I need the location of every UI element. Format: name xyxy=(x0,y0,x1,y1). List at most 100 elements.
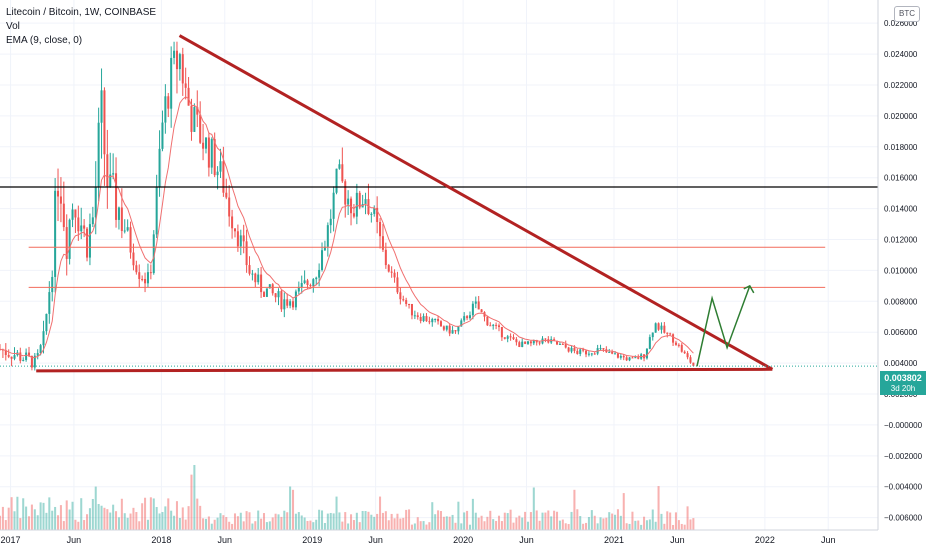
candle-body xyxy=(152,234,155,274)
volume-bar xyxy=(663,523,666,530)
candle-body xyxy=(616,353,619,358)
candle-body xyxy=(387,265,390,272)
last-price-value: 0.003802 xyxy=(884,373,922,383)
candle-body xyxy=(48,292,51,314)
volume-bar xyxy=(36,515,39,530)
volume-bar xyxy=(155,507,158,530)
candle-body xyxy=(437,318,440,322)
volume-bar xyxy=(381,512,384,530)
candle-body xyxy=(355,192,358,217)
legend-vol[interactable]: Vol xyxy=(6,21,20,32)
time-axis[interactable]: 2017 Jun 2018 Jun 2019 Jun 2020 Jun 2021 Jun 2022 J… xyxy=(0,529,878,545)
candle-body xyxy=(526,341,530,344)
volume-bar xyxy=(19,518,22,530)
drawings[interactable] xyxy=(0,34,878,373)
volume-bar xyxy=(657,486,660,530)
volume-bar xyxy=(68,509,71,530)
volume-bar xyxy=(77,521,80,530)
volume-bar xyxy=(651,509,654,530)
candle-body xyxy=(651,332,654,338)
volume-bar xyxy=(71,501,74,530)
volume-bar xyxy=(666,511,669,530)
volume-bar xyxy=(425,524,428,530)
volume-bar xyxy=(347,523,350,530)
candle-body xyxy=(518,342,521,348)
candle-body xyxy=(190,105,193,132)
candle-body xyxy=(425,316,428,322)
candle-body xyxy=(350,198,353,214)
candle-body xyxy=(428,321,431,323)
volume-bar xyxy=(497,515,501,530)
volume-bar xyxy=(318,509,321,530)
volume-bar xyxy=(103,507,106,530)
volume-bar xyxy=(648,519,651,530)
candle-body xyxy=(457,326,460,332)
candle-body xyxy=(442,326,445,330)
volume-bar xyxy=(27,516,31,530)
candle-body xyxy=(445,325,448,330)
candle-body xyxy=(245,241,248,266)
candle-body xyxy=(123,230,126,232)
volume-bar xyxy=(86,514,89,530)
volume-bar xyxy=(352,520,355,530)
candle-body xyxy=(480,309,483,313)
candle-body xyxy=(25,352,28,360)
volume-bar xyxy=(286,512,289,530)
volume-bar xyxy=(57,515,60,530)
volume-bar xyxy=(210,523,213,530)
volume-bar xyxy=(457,501,460,530)
volume-bar xyxy=(422,521,425,530)
candle-body xyxy=(54,190,57,277)
volume-bar xyxy=(158,513,161,530)
candle-body xyxy=(33,355,36,368)
volume-bar xyxy=(309,520,312,530)
candle-body xyxy=(257,274,260,283)
volume-bar xyxy=(367,511,370,530)
volume-bar xyxy=(51,510,54,530)
volume-bar xyxy=(25,506,28,530)
last-price-badge: 0.003802 3d 20h xyxy=(880,371,926,395)
candle-body xyxy=(376,207,379,223)
volume-bar xyxy=(207,516,210,530)
volume-bar xyxy=(567,524,570,530)
volume-bar xyxy=(219,513,222,530)
ema-path xyxy=(0,96,694,359)
volume-bar xyxy=(495,520,498,530)
volume-bar xyxy=(553,510,556,530)
volume-bars xyxy=(0,465,695,530)
candle-body xyxy=(228,197,231,217)
candle-body xyxy=(448,325,451,334)
volume-bar xyxy=(213,519,216,530)
volume-bar xyxy=(332,513,335,530)
volume-bar xyxy=(97,504,100,530)
candle-body xyxy=(277,291,280,298)
candle-body xyxy=(68,219,71,259)
volume-bar xyxy=(94,486,97,530)
volume-bar xyxy=(216,517,219,530)
volume-bar xyxy=(245,511,248,530)
candle-body xyxy=(553,339,556,341)
volume-bar xyxy=(489,510,492,530)
candle-body xyxy=(236,231,239,247)
time-tick-label: Jun xyxy=(821,535,836,545)
volume-bar xyxy=(283,510,286,530)
volume-bar xyxy=(640,524,643,530)
volume-bar xyxy=(547,510,550,530)
candle-body xyxy=(637,357,640,359)
volume-bar xyxy=(312,522,315,530)
currency-button[interactable]: BTC xyxy=(894,6,920,22)
volume-bar xyxy=(454,522,457,530)
candle-body xyxy=(36,353,39,356)
volume-bar xyxy=(45,512,48,530)
volume-bar xyxy=(277,514,280,530)
candle-body xyxy=(42,331,45,346)
legend-ema[interactable]: EMA (9, close, 0) xyxy=(6,35,83,46)
price-axis[interactable]: 0.026000 0.024000 0.022000 0.020000 0.018000… xyxy=(877,0,932,550)
price-tick-label: −0.004000 xyxy=(884,483,923,492)
candle-body xyxy=(112,173,115,175)
candle-body xyxy=(309,285,312,287)
candle-body xyxy=(471,303,474,316)
volume-bar xyxy=(329,512,332,530)
time-tick-label: 2020 xyxy=(453,535,473,545)
